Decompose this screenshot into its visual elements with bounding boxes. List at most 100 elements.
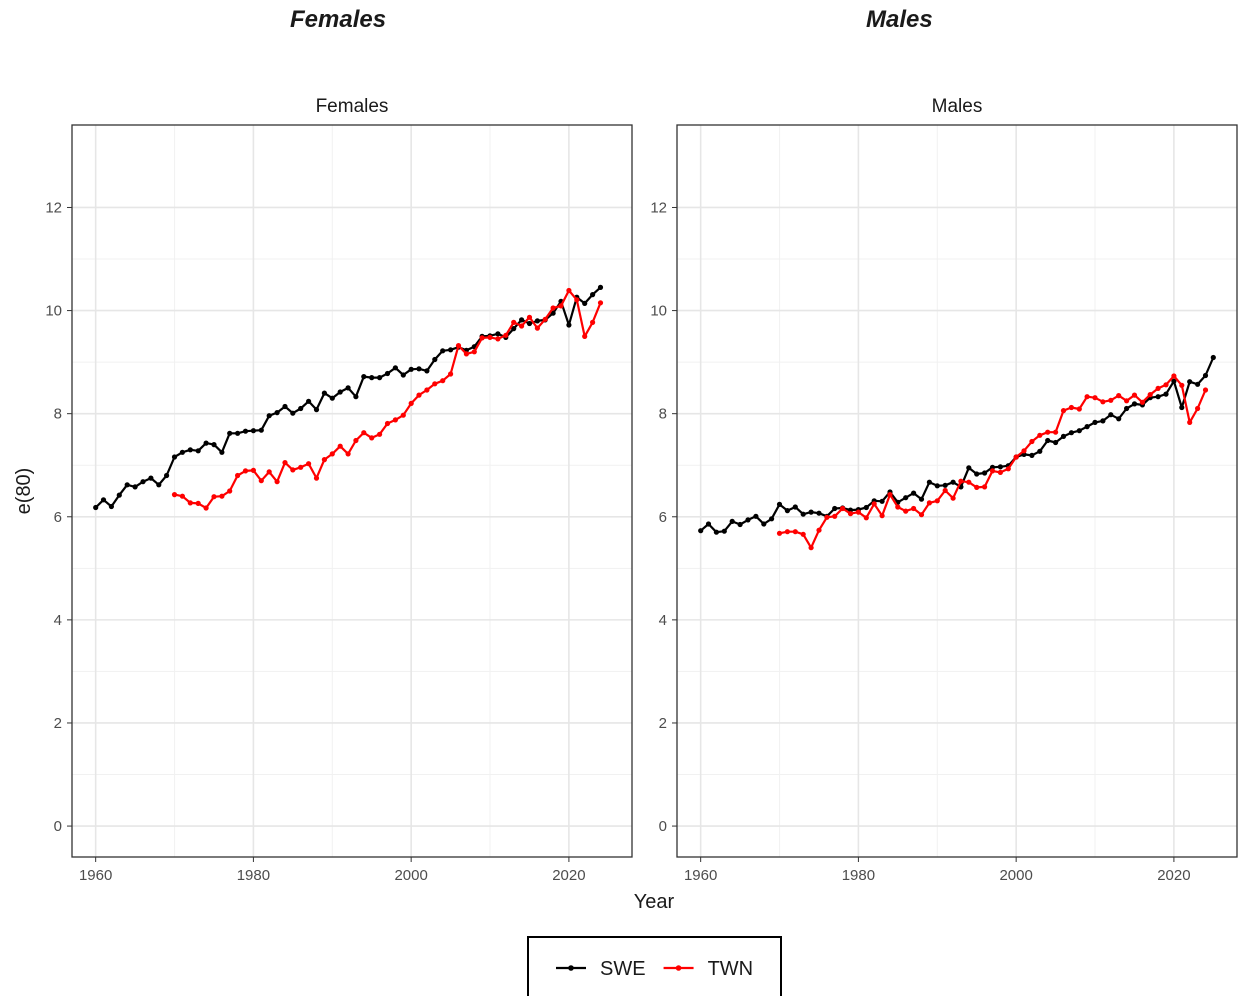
data-point-twn [1155, 385, 1161, 391]
data-point-twn [863, 515, 869, 521]
data-point-swe [274, 410, 280, 416]
data-point-twn [832, 513, 838, 519]
data-point-swe [195, 448, 201, 454]
data-point-twn [800, 531, 806, 537]
data-point-swe [863, 504, 869, 511]
data-point-swe [227, 430, 233, 436]
data-point-twn [329, 451, 335, 457]
y-tick-label: 12 [650, 199, 667, 216]
data-point-swe [211, 442, 217, 448]
data-point-twn [274, 479, 280, 485]
x-tick-label: 1960 [684, 867, 717, 884]
data-point-twn [871, 501, 877, 507]
data-point-twn [816, 527, 822, 533]
data-point-twn [974, 484, 980, 490]
data-point-twn [171, 492, 178, 498]
data-point-swe [156, 482, 162, 488]
data-point-swe [179, 449, 185, 455]
x-axis-title: Year [634, 891, 675, 913]
data-point-swe [1155, 394, 1161, 400]
data-point-swe [832, 505, 838, 512]
data-point-twn [400, 412, 406, 418]
data-point-swe [566, 322, 572, 328]
data-point-swe [879, 498, 885, 504]
y-axis-title: e(80) [13, 468, 35, 515]
data-point-twn [526, 314, 533, 320]
data-point-swe [1068, 430, 1074, 436]
data-point-swe [1053, 439, 1059, 446]
x-tick-label: 2020 [1157, 867, 1190, 884]
data-point-twn [942, 487, 948, 494]
data-point-twn [337, 443, 343, 449]
data-point-twn [377, 431, 383, 437]
data-point-twn [840, 505, 846, 512]
data-point-swe [792, 504, 798, 510]
y-tick-label: 8 [659, 406, 667, 423]
data-point-twn [179, 493, 185, 499]
data-point-swe [918, 496, 925, 502]
data-point-twn [550, 305, 556, 311]
data-point-twn [440, 378, 446, 384]
data-point-twn [392, 417, 398, 423]
data-point-swe [816, 510, 822, 516]
data-point-swe [164, 472, 170, 479]
data-point-twn [558, 303, 564, 309]
x-tick-label: 1960 [79, 867, 112, 884]
data-point-twn [1171, 373, 1177, 379]
data-point-swe [590, 292, 596, 298]
data-point-swe [298, 405, 304, 412]
data-point-twn [1139, 399, 1145, 405]
data-point-twn [321, 457, 327, 463]
y-tick-label: 4 [54, 612, 62, 629]
data-point-twn [361, 430, 367, 436]
data-point-twn [582, 333, 588, 339]
data-point-swe [353, 394, 359, 400]
data-point-swe [974, 471, 980, 477]
data-point-twn [313, 475, 320, 481]
data-point-twn [448, 371, 454, 377]
data-point-twn [258, 478, 264, 484]
data-point-twn [1084, 394, 1090, 400]
data-point-swe [847, 507, 854, 513]
data-point-twn [1068, 404, 1074, 411]
data-point-swe [713, 529, 720, 535]
data-point-twn [1131, 392, 1138, 398]
data-point-twn [982, 484, 988, 490]
data-point-swe [1179, 404, 1185, 411]
data-point-twn [1147, 392, 1153, 398]
data-point-twn [503, 332, 509, 338]
data-point-twn [282, 460, 288, 466]
data-point-twn [408, 400, 414, 406]
data-point-twn [997, 469, 1004, 475]
data-point-swe [753, 513, 759, 519]
x-tick-label: 2000 [394, 867, 427, 884]
y-tick-label: 0 [54, 818, 62, 835]
data-point-swe [495, 331, 501, 337]
data-point-twn [463, 351, 469, 357]
data-point-twn [1013, 454, 1019, 460]
data-point-swe [345, 385, 351, 391]
data-point-swe [377, 375, 383, 381]
y-tick-label: 6 [54, 509, 62, 526]
data-point-twn [808, 545, 814, 551]
data-point-twn [911, 505, 917, 512]
data-point-twn [824, 514, 830, 520]
data-point-twn [934, 498, 940, 504]
data-point-twn [306, 461, 312, 467]
data-point-twn [918, 512, 925, 518]
data-point-swe [582, 300, 588, 306]
data-point-swe [440, 348, 446, 354]
data-point-twn [345, 451, 351, 457]
y-tick-label: 0 [659, 818, 667, 835]
data-point-swe [1060, 433, 1067, 439]
data-point-twn [989, 468, 996, 474]
data-point-twn [1076, 406, 1082, 412]
y-tick-label: 6 [659, 509, 667, 526]
data-point-swe [519, 317, 525, 323]
data-point-swe [808, 509, 814, 515]
data-point-swe [242, 428, 249, 434]
data-point-swe [124, 482, 130, 488]
data-point-swe [989, 464, 996, 470]
data-point-twn [855, 509, 862, 515]
